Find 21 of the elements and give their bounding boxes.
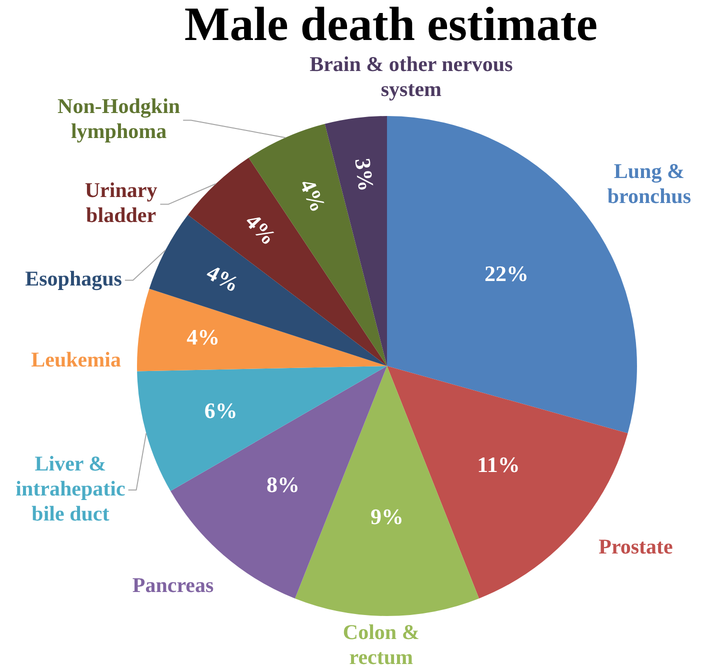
- slice-label: Colon & rectum: [342, 620, 420, 669]
- data-label: 4%: [240, 208, 282, 250]
- data-label: 4%: [186, 324, 220, 350]
- slice-label: Lung & bronchus: [607, 159, 691, 208]
- data-label: 11%: [477, 452, 520, 478]
- data-label: 4%: [294, 175, 332, 216]
- data-label: 22%: [484, 261, 528, 286]
- chart-title: Male death estimate: [184, 0, 598, 51]
- slice-label: Liver & intrahepatic bile duct: [16, 451, 126, 526]
- data-label: 9%: [370, 504, 404, 530]
- slice-label: Pancreas: [132, 573, 214, 598]
- slice-label: Non-Hodgkin lymphoma: [58, 94, 180, 144]
- data-label: 8%: [266, 472, 300, 498]
- slice-label: Leukemia: [31, 348, 122, 372]
- slice-label: Brain & other nervous system: [310, 52, 513, 101]
- slice-label: Prostate: [598, 534, 673, 558]
- data-label: 3%: [350, 156, 380, 193]
- slice-label: Esophagus: [25, 266, 122, 291]
- slice-label: Urinary bladder: [84, 178, 158, 228]
- data-label: 4%: [202, 260, 244, 298]
- data-label: 6%: [204, 398, 238, 424]
